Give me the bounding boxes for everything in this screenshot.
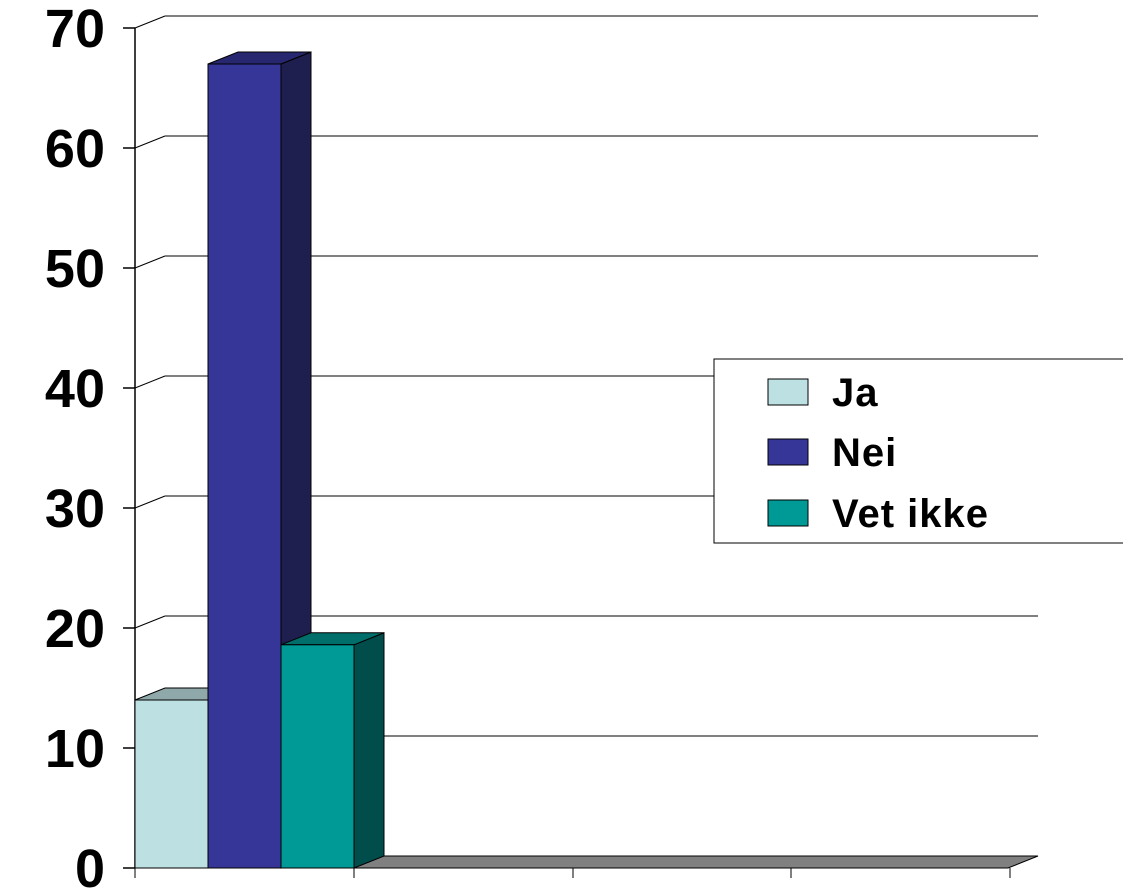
y-tick-label: 10 (45, 719, 105, 779)
gridline-diagonal (134, 15, 166, 29)
gridline-diagonal (134, 615, 166, 629)
y-tick-label: 40 (45, 359, 105, 419)
y-tick-labels: 0 10 20 30 40 50 60 70 (45, 0, 105, 888)
legend-swatch (767, 378, 809, 406)
y-tick-label: 70 (45, 0, 105, 59)
legend-label: Nei (832, 431, 897, 475)
bar-front (207, 63, 282, 869)
bar-side (353, 632, 385, 869)
y-tick-label: 50 (45, 239, 105, 299)
y-tick-label: 60 (45, 119, 105, 179)
bar-front (280, 644, 355, 869)
gridline-diagonal (134, 495, 166, 509)
gridline-diagonal (134, 375, 166, 389)
legend-label: Ja (832, 371, 879, 415)
y-tick-label: 20 (45, 599, 105, 659)
legend-swatch (767, 499, 809, 527)
bar (280, 632, 385, 869)
legend-swatch (767, 438, 809, 466)
y-tick-label: 0 (75, 839, 105, 888)
legend-label: Vet ikke (832, 492, 989, 536)
bar-front (134, 699, 209, 869)
gridline-diagonal (134, 135, 166, 149)
bars (134, 51, 385, 869)
y-tick-label: 30 (45, 479, 105, 539)
gridline-diagonal (134, 255, 166, 269)
legend: Ja Nei Vet ikke (713, 358, 1123, 544)
